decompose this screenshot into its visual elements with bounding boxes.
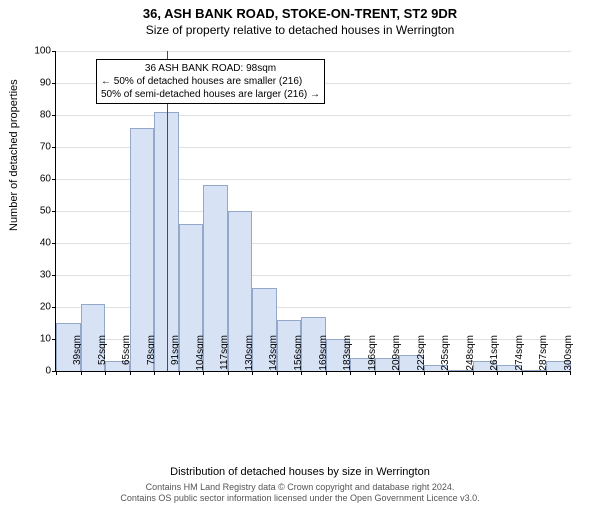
x-tick [497, 371, 498, 375]
y-tick [52, 147, 56, 148]
x-tick-label: 235sqm [440, 335, 451, 375]
x-tick [424, 371, 425, 375]
x-tick [56, 371, 57, 375]
x-tick [375, 371, 376, 375]
x-tick-label: 300sqm [563, 335, 574, 375]
y-tick-label: 0 [21, 366, 51, 377]
subtitle: Size of property relative to detached ho… [0, 23, 600, 37]
x-tick-label: 274sqm [514, 335, 525, 375]
x-axis-label: Distribution of detached houses by size … [0, 466, 600, 478]
y-tick-label: 80 [21, 110, 51, 121]
y-tick [52, 179, 56, 180]
y-tick-label: 30 [21, 270, 51, 281]
y-tick-label: 20 [21, 302, 51, 313]
y-tick [52, 83, 56, 84]
x-tick [448, 371, 449, 375]
y-tick [52, 211, 56, 212]
y-tick-label: 90 [21, 78, 51, 89]
x-tick [350, 371, 351, 375]
annotation-line: 36 ASH BANK ROAD: 98sqm [101, 62, 320, 75]
y-tick-label: 70 [21, 142, 51, 153]
chart-area: 010203040506070809010039sqm52sqm65sqm78s… [55, 51, 570, 411]
plot-region: 010203040506070809010039sqm52sqm65sqm78s… [55, 51, 571, 372]
x-tick [105, 371, 106, 375]
x-tick [301, 371, 302, 375]
attribution: Contains HM Land Registry data © Crown c… [0, 482, 600, 504]
y-tick [52, 275, 56, 276]
attribution-line: Contains OS public sector information li… [0, 493, 600, 504]
x-tick [81, 371, 82, 375]
page-title: 36, ASH BANK ROAD, STOKE-ON-TRENT, ST2 9… [0, 6, 600, 21]
y-tick [52, 51, 56, 52]
annotation-line: 50% of semi-detached houses are larger (… [101, 88, 320, 101]
y-tick [52, 115, 56, 116]
x-tick [130, 371, 131, 375]
x-tick [228, 371, 229, 375]
x-tick [326, 371, 327, 375]
x-tick [570, 371, 571, 375]
x-tick [179, 371, 180, 375]
x-tick [277, 371, 278, 375]
annotation-line: ← 50% of detached houses are smaller (21… [101, 75, 320, 88]
y-tick-label: 10 [21, 334, 51, 345]
annotation-box: 36 ASH BANK ROAD: 98sqm← 50% of detached… [96, 59, 325, 104]
grid-line [56, 51, 571, 52]
x-tick [399, 371, 400, 375]
x-tick [252, 371, 253, 375]
grid-line [56, 115, 571, 116]
y-tick-label: 100 [21, 46, 51, 57]
chart-container: 36, ASH BANK ROAD, STOKE-ON-TRENT, ST2 9… [0, 6, 600, 506]
x-tick [203, 371, 204, 375]
y-tick-label: 50 [21, 206, 51, 217]
x-tick [546, 371, 547, 375]
y-tick-label: 60 [21, 174, 51, 185]
y-tick [52, 307, 56, 308]
x-tick [154, 371, 155, 375]
x-tick [522, 371, 523, 375]
y-axis-label: Number of detached properties [8, 79, 20, 231]
attribution-line: Contains HM Land Registry data © Crown c… [0, 482, 600, 493]
y-tick [52, 243, 56, 244]
y-tick-label: 40 [21, 238, 51, 249]
x-tick [473, 371, 474, 375]
